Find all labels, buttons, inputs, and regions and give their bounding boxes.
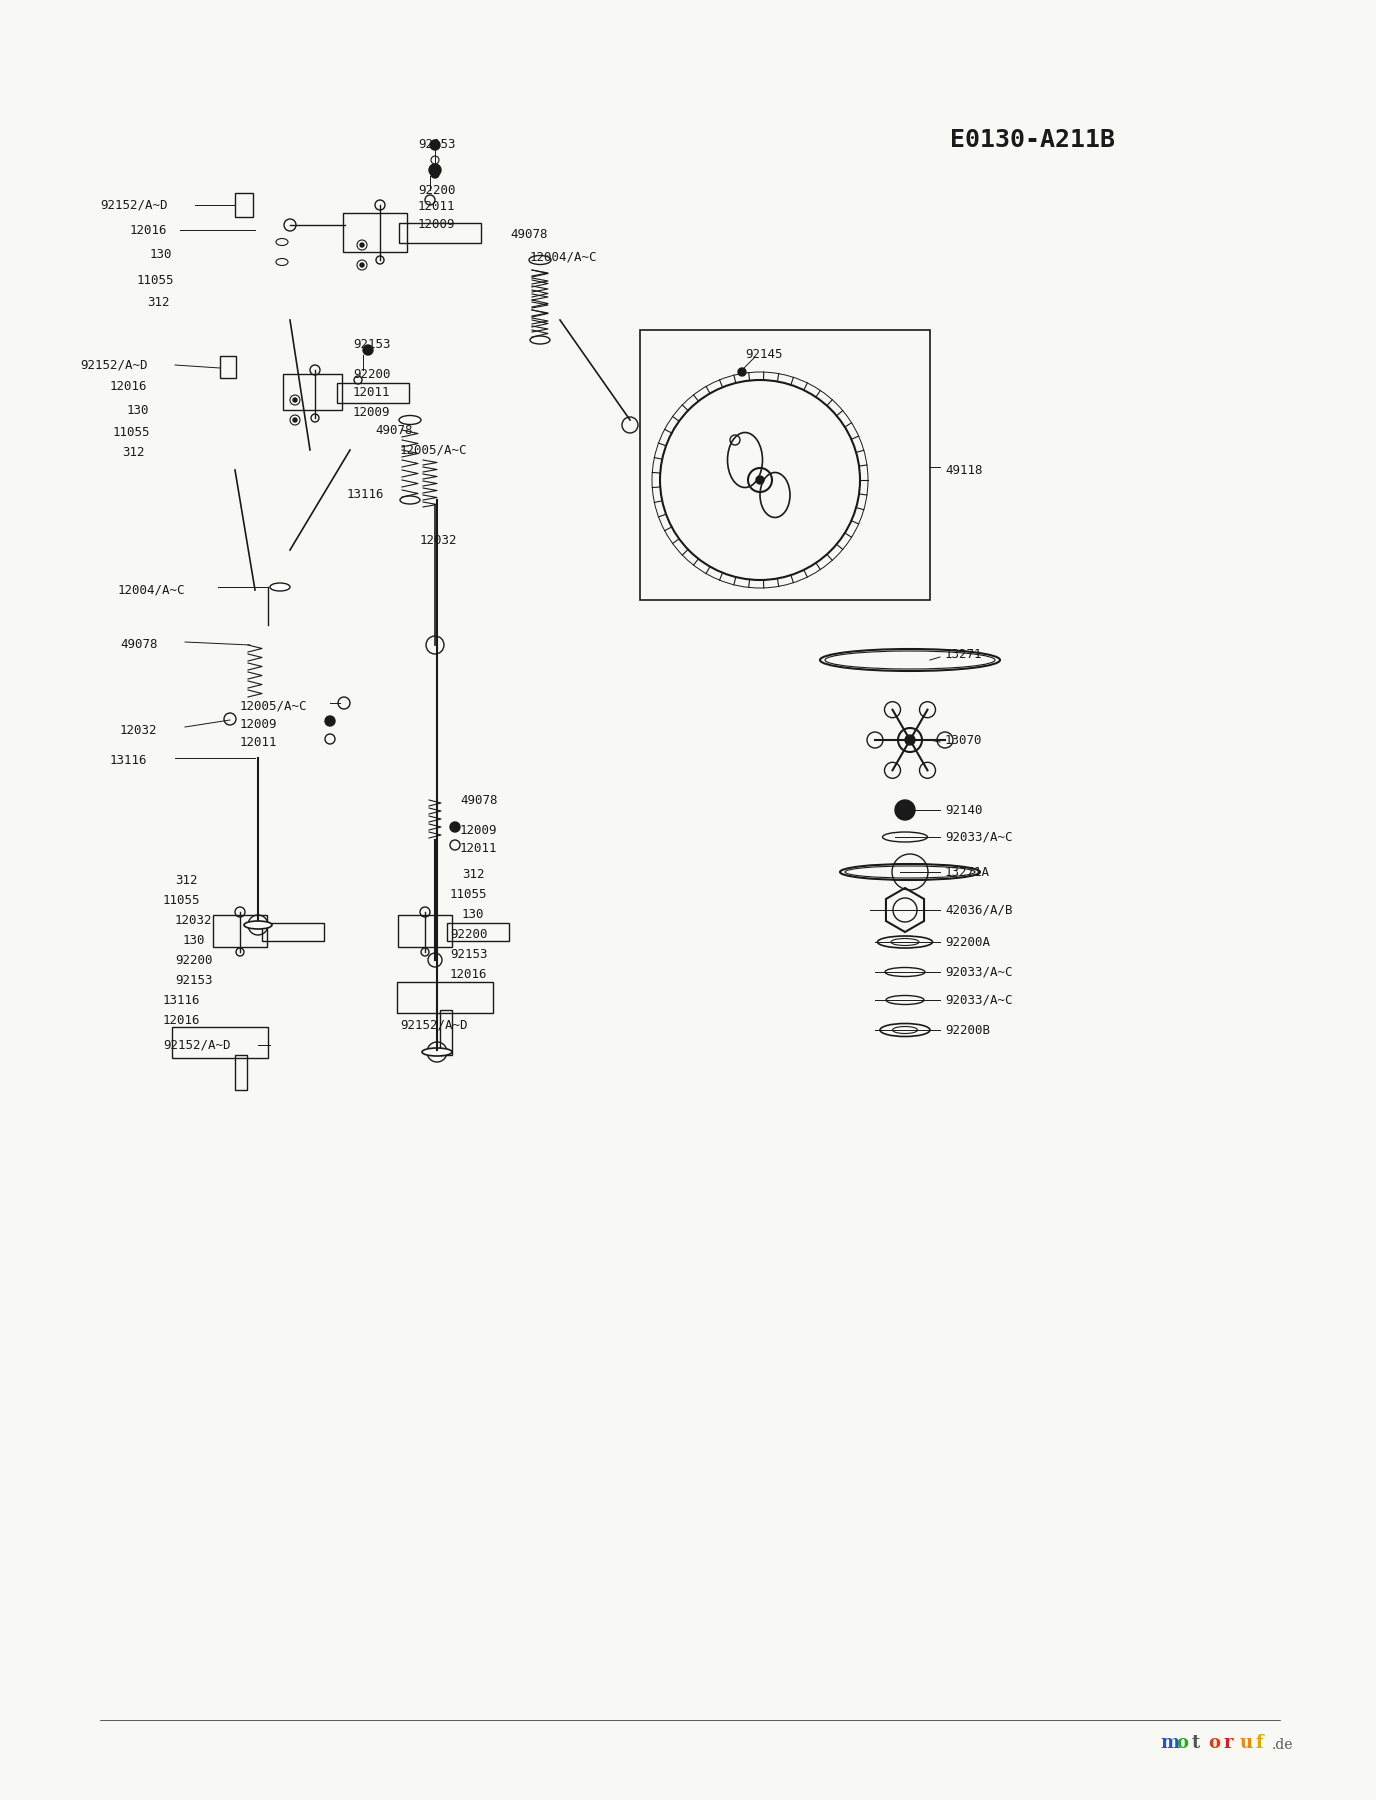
Text: m: m	[1160, 1733, 1179, 1751]
Text: 12032: 12032	[175, 914, 212, 927]
Text: 92033/A~C: 92033/A~C	[945, 965, 1013, 979]
Text: 12004/A~C: 12004/A~C	[530, 250, 597, 263]
Text: 130: 130	[183, 934, 205, 947]
Text: 12016: 12016	[129, 223, 168, 236]
Text: 92153: 92153	[175, 974, 212, 986]
Text: 92153: 92153	[418, 139, 455, 151]
Text: 49078: 49078	[120, 639, 157, 652]
Text: 92152/A~D: 92152/A~D	[400, 1019, 468, 1031]
Bar	[235, 193, 253, 218]
Text: 130: 130	[150, 248, 172, 261]
Ellipse shape	[728, 432, 762, 488]
Circle shape	[738, 367, 746, 376]
Text: 12011: 12011	[354, 385, 391, 398]
Text: 49078: 49078	[376, 423, 413, 437]
Bar	[220, 356, 237, 378]
Ellipse shape	[244, 922, 272, 929]
Text: 11055: 11055	[162, 893, 201, 907]
Circle shape	[755, 475, 764, 484]
Text: 11055: 11055	[113, 425, 150, 439]
Text: 130: 130	[127, 403, 150, 416]
Circle shape	[363, 346, 373, 355]
Text: 13116: 13116	[110, 754, 147, 767]
Circle shape	[293, 398, 297, 401]
Bar	[235, 1055, 248, 1091]
Text: 49078: 49078	[460, 794, 498, 806]
Circle shape	[905, 734, 915, 745]
Text: 92200: 92200	[418, 184, 455, 196]
Text: 92033/A~C: 92033/A~C	[945, 994, 1013, 1006]
Text: 92033/A~C: 92033/A~C	[945, 830, 1013, 844]
Circle shape	[361, 243, 365, 247]
Text: 12032: 12032	[120, 724, 157, 736]
Text: 49118: 49118	[945, 463, 982, 477]
Circle shape	[431, 169, 439, 178]
Text: 92140: 92140	[945, 803, 982, 817]
Text: 92200: 92200	[354, 369, 391, 382]
Text: 92153: 92153	[354, 338, 391, 351]
Text: 92152/A~D: 92152/A~D	[80, 358, 147, 371]
Circle shape	[429, 140, 440, 149]
Text: 92200B: 92200B	[945, 1024, 989, 1037]
Text: o: o	[1176, 1733, 1187, 1751]
Text: 12016: 12016	[110, 380, 147, 394]
Text: 12032: 12032	[420, 533, 457, 547]
Text: u: u	[1240, 1733, 1254, 1751]
Circle shape	[450, 823, 460, 832]
Text: 92200A: 92200A	[945, 936, 989, 949]
Text: 312: 312	[462, 869, 484, 882]
Text: 13116: 13116	[162, 994, 201, 1006]
Text: 12011: 12011	[418, 200, 455, 212]
Text: r: r	[1225, 1733, 1233, 1751]
Text: t: t	[1192, 1733, 1200, 1751]
Text: .de: .de	[1271, 1739, 1293, 1751]
Text: 92153: 92153	[450, 949, 487, 961]
Text: 130: 130	[462, 909, 484, 922]
Text: 13116: 13116	[347, 488, 384, 502]
Text: 42036/A/B: 42036/A/B	[945, 904, 1013, 916]
Text: 312: 312	[147, 295, 169, 308]
Text: 312: 312	[122, 446, 144, 459]
Text: o: o	[1208, 1733, 1221, 1751]
Text: 49078: 49078	[510, 229, 548, 241]
Ellipse shape	[270, 583, 290, 590]
Text: 11055: 11055	[138, 274, 175, 286]
Text: 92145: 92145	[744, 349, 783, 362]
Bar	[440, 1010, 451, 1055]
Text: f: f	[1256, 1733, 1263, 1751]
Text: 12011: 12011	[239, 736, 278, 749]
Text: E0130-A211B: E0130-A211B	[949, 128, 1115, 151]
Text: 12009: 12009	[354, 405, 391, 419]
Text: 12016: 12016	[450, 968, 487, 981]
Circle shape	[361, 263, 365, 266]
Text: 13271A: 13271A	[945, 866, 989, 878]
Text: 12005/A~C: 12005/A~C	[400, 443, 468, 457]
Ellipse shape	[760, 472, 790, 518]
Circle shape	[293, 418, 297, 421]
Text: 12009: 12009	[460, 824, 498, 837]
Text: 12005/A~C: 12005/A~C	[239, 700, 307, 713]
Text: 312: 312	[175, 873, 198, 887]
Text: 92200: 92200	[175, 954, 212, 967]
Text: 12009: 12009	[418, 218, 455, 232]
Text: 13070: 13070	[945, 734, 982, 747]
Text: 13271: 13271	[945, 648, 982, 662]
Text: 12009: 12009	[239, 718, 278, 731]
Text: 12016: 12016	[162, 1013, 201, 1026]
Text: 92152/A~D: 92152/A~D	[162, 1039, 231, 1051]
Circle shape	[325, 716, 334, 725]
Bar	[640, 329, 930, 599]
Text: 92152/A~D: 92152/A~D	[100, 198, 168, 212]
Text: 12004/A~C: 12004/A~C	[118, 583, 186, 596]
Circle shape	[429, 164, 440, 176]
Circle shape	[894, 799, 915, 821]
Text: 11055: 11055	[450, 889, 487, 902]
Ellipse shape	[422, 1048, 451, 1057]
Text: 12011: 12011	[460, 842, 498, 855]
Text: 92200: 92200	[450, 929, 487, 941]
